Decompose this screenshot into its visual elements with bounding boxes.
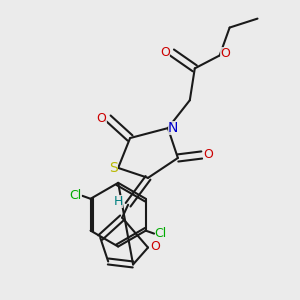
Text: O: O bbox=[220, 47, 230, 60]
Text: O: O bbox=[151, 240, 160, 253]
Text: O: O bbox=[97, 112, 106, 124]
Text: O: O bbox=[203, 148, 213, 161]
Text: Cl: Cl bbox=[154, 227, 167, 240]
Text: H: H bbox=[114, 195, 123, 208]
Text: S: S bbox=[109, 161, 118, 175]
Text: N: N bbox=[168, 121, 178, 135]
Text: Cl: Cl bbox=[70, 189, 82, 202]
Text: O: O bbox=[160, 46, 170, 59]
